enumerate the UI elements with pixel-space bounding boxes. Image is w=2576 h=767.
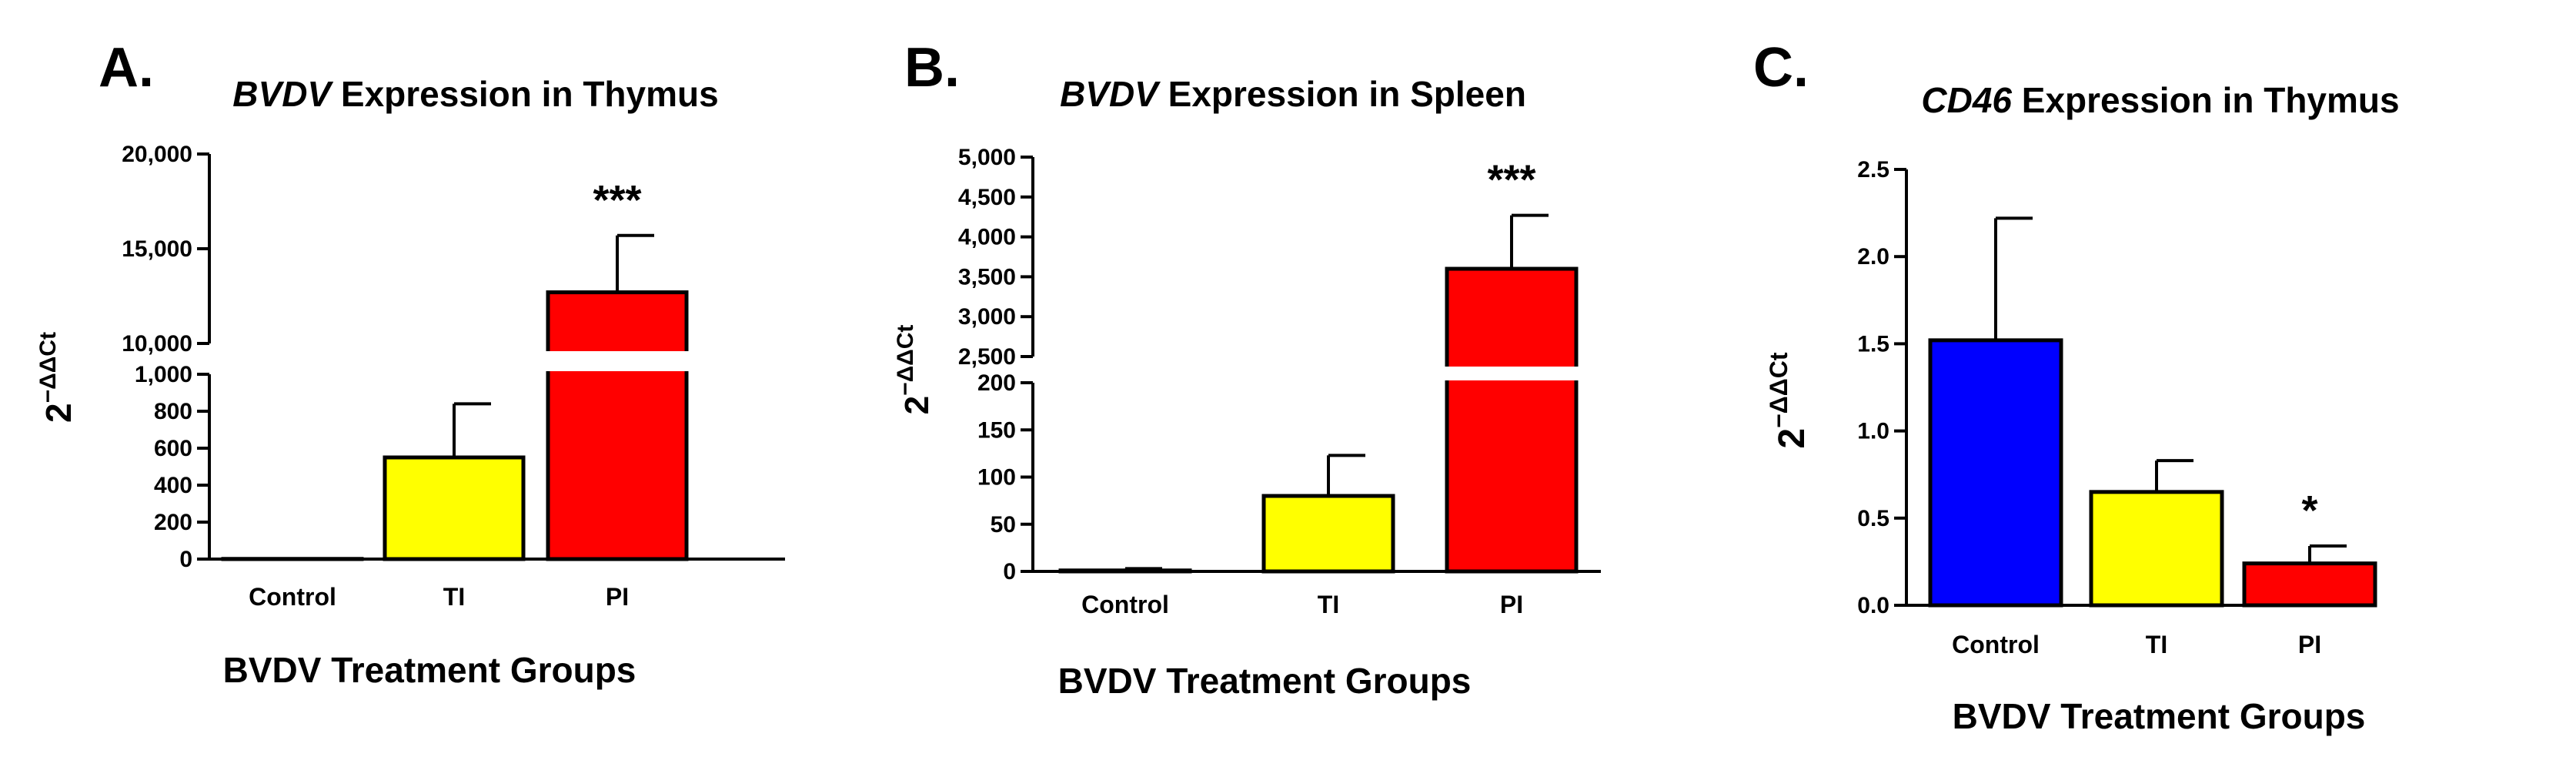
panel-a-xlabel: BVDV Treatment Groups	[223, 650, 636, 690]
panel-b-xlabel: BVDV Treatment Groups	[1058, 661, 1472, 701]
panel-c-ylabel-exp: −ΔΔCt	[1765, 352, 1793, 428]
panel-c-bar-pi	[2242, 561, 2377, 608]
panel-a-upper-tick-label: 10,000	[122, 331, 192, 357]
panel-b-category-label: PI	[1500, 591, 1523, 618]
panel-a-plot: 0 200 400 600 800 1,000 10,000 15,000 20,000 Cont…	[122, 142, 785, 611]
panel-a: A. BVDV Expression in Thymus BVDV Treatm…	[35, 37, 785, 690]
panel-a-lower-tick-label: 400	[154, 473, 192, 498]
panel-c-category-label: PI	[2298, 631, 2321, 658]
panel-b-upper-tick-label: 3,500	[958, 264, 1016, 290]
panel-a-upper-tick-label: 15,000	[122, 236, 192, 262]
panel-b-upper-tick-label: 2,500	[958, 344, 1016, 370]
panel-b-lower-tick-label: 50	[991, 512, 1016, 538]
panel-a-lower-tick-label: 200	[154, 510, 192, 535]
panel-b-upper-tick-label: 3,000	[958, 304, 1016, 330]
panel-a-lower-tick-label: 0	[179, 547, 192, 572]
panel-b-ylabel-base: 2	[898, 396, 936, 414]
panel-a-title-italic: BVDV	[232, 74, 333, 114]
panel-c-y-tick-label: 0.0	[1857, 593, 1889, 618]
panel-a-significance-pi: ***	[593, 177, 641, 223]
panel-b-lower-tick-label: 150	[977, 417, 1016, 443]
panel-c-category-label: Control	[1952, 631, 2040, 658]
panel-a-bar-pi	[546, 290, 689, 561]
panel-a-y-axis-break	[205, 347, 214, 371]
panel-b-letter: B.	[904, 37, 960, 99]
panel-c-significance-pi: *	[2301, 487, 2317, 534]
panel-b-upper-tick-label: 4,000	[958, 225, 1016, 250]
panel-b-category-label: Control	[1081, 591, 1169, 618]
panel-b: B. BVDV Expression in Spleen BVDV Treatm…	[893, 37, 1601, 701]
panel-c-y-tick-label: 1.5	[1857, 331, 1889, 357]
panel-b-lower-tick-label: 100	[977, 465, 1016, 491]
panel-b-upper-tick-label: 4,500	[958, 185, 1016, 210]
panel-c-plot: 0.0 0.5 1.0 1.5 2.0 2.5 Control TI * PI	[1857, 157, 2377, 658]
panel-c-ylabel-base: 2	[1772, 428, 1813, 449]
panel-a-ylabel-base: 2	[38, 403, 79, 423]
panel-c-title: CD46 Expression in Thymus	[1921, 80, 2399, 120]
panel-c-y-tick-label: 2.0	[1857, 244, 1889, 270]
panel-b-title-rest: Expression in Spleen	[1158, 74, 1526, 114]
panel-c-letter: C.	[1753, 37, 1809, 99]
panel-c: C. CD46 Expression in Thymus BVDV Treatm…	[1753, 37, 2400, 736]
panel-b-axis-break-gap	[1442, 367, 1581, 380]
panel-c-xlabel: BVDV Treatment Groups	[1953, 696, 2366, 736]
panel-a-title: BVDV Expression in Thymus	[232, 74, 718, 114]
panel-a-category-label: Control	[249, 583, 336, 611]
panel-a-lower-tick-label: 800	[154, 399, 192, 424]
panel-a-upper-tick-label: 20,000	[122, 142, 192, 167]
panel-a-lower-tick-label: 600	[154, 436, 192, 461]
panel-b-lower-tick-label: 0	[1003, 559, 1016, 584]
panel-c-bar-control	[1928, 338, 2063, 608]
panel-c-y-tick-label: 0.5	[1857, 506, 1889, 531]
panel-b-ylabel-exp: −ΔΔCt	[893, 325, 918, 396]
panel-b-upper-tick-label: 5,000	[958, 145, 1016, 170]
panel-c-ylabel: 2−ΔΔCt	[1765, 352, 1813, 449]
panel-b-lower-tick-label: 200	[977, 370, 1016, 396]
panel-a-ylabel: 2−ΔΔCt	[35, 332, 79, 423]
panel-b-y-axis-break	[1028, 360, 1037, 380]
panel-b-bar-ti	[1261, 494, 1395, 574]
panel-b-title-italic: BVDV	[1060, 74, 1161, 114]
panel-a-lower-tick-label: 1,000	[135, 362, 192, 387]
panel-a-axis-break-gap	[543, 351, 691, 371]
panel-a-category-label: TI	[443, 583, 465, 611]
panel-a-category-label: PI	[606, 583, 629, 611]
panel-c-bar-ti	[2089, 490, 2224, 608]
panel-c-title-italic: CD46	[1921, 80, 2012, 120]
panel-b-bar-pi	[1445, 266, 1579, 574]
panel-b-ylabel: 2−ΔΔCt	[893, 325, 936, 415]
panel-b-significance-pi: ***	[1487, 157, 1535, 203]
panel-b-title: BVDV Expression in Spleen	[1060, 74, 1526, 114]
panel-a-letter: A.	[99, 37, 154, 99]
panel-c-y-tick-label: 2.5	[1857, 157, 1889, 183]
panel-a-title-rest: Expression in Thymus	[331, 74, 719, 114]
panel-b-category-label: TI	[1318, 591, 1339, 618]
panel-a-bar-ti	[383, 455, 526, 561]
panel-c-category-label: TI	[2146, 631, 2167, 658]
panel-c-title-rest: Expression in Thymus	[2012, 80, 2400, 120]
panel-c-y-tick-label: 1.0	[1857, 419, 1889, 444]
panel-a-ylabel-exp: −ΔΔCt	[35, 332, 61, 403]
